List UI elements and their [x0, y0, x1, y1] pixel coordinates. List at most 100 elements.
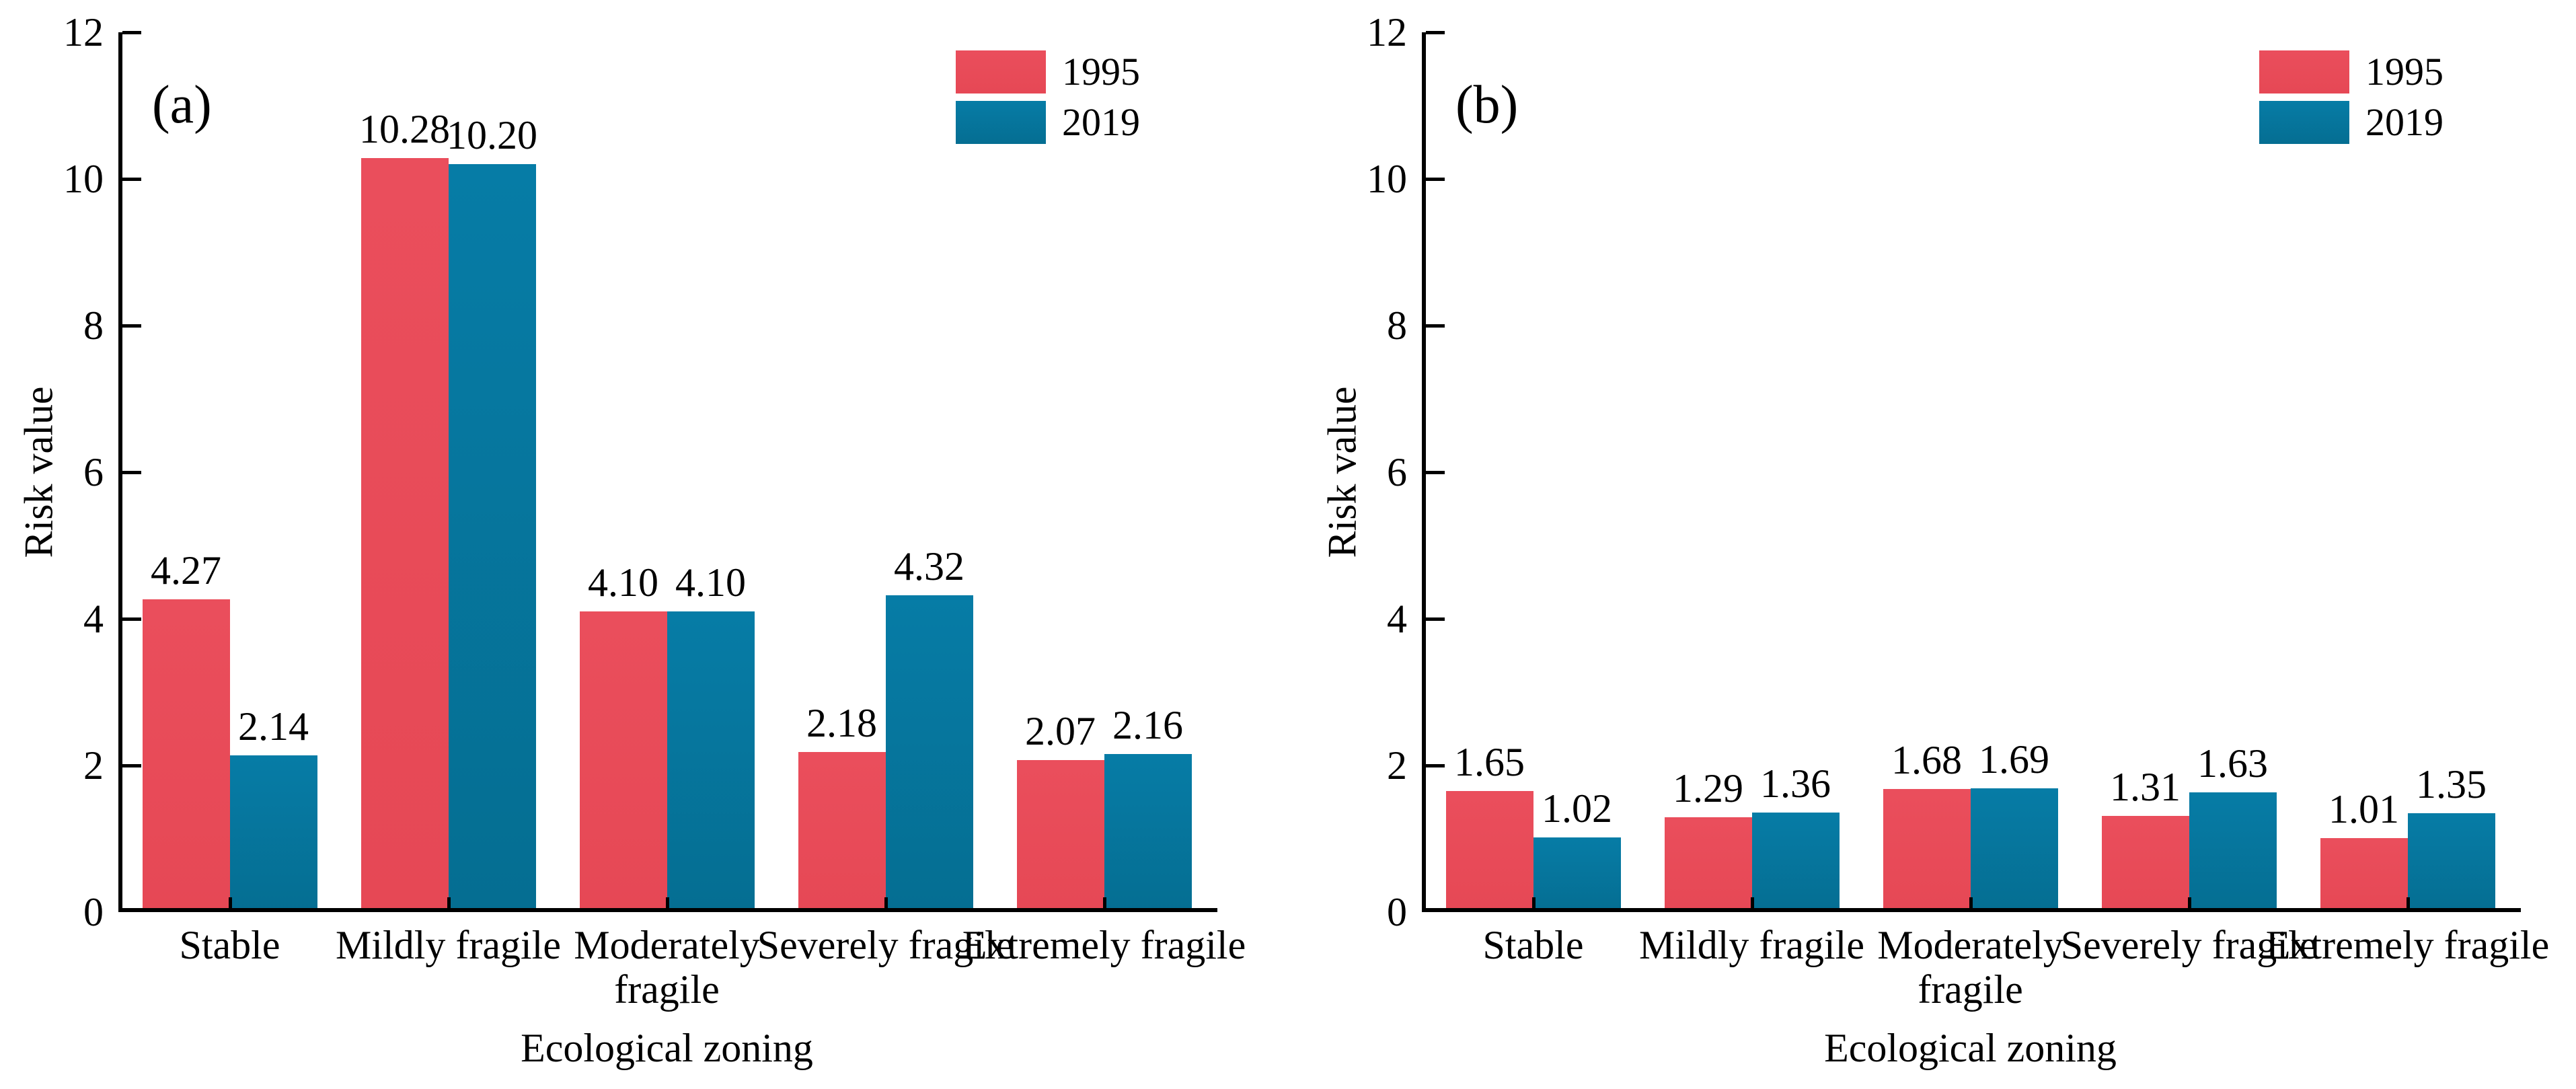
- legend-swatch-2019: [2259, 101, 2349, 144]
- panel-a: (a) Risk value Ecological zoning 1995 20…: [17, 10, 1246, 1070]
- bar-value-label-2019-2: 1.69: [1979, 737, 2049, 782]
- bar-value-label-1995-2: 1.68: [1891, 737, 1962, 782]
- y-tick-label-12: 12: [1367, 10, 1407, 54]
- category-label-0: Stable: [179, 923, 280, 967]
- bar-value-label-2019-4: 1.35: [2416, 761, 2487, 806]
- bar-1995-0: [142, 599, 230, 912]
- y-axis-line: [1422, 32, 1426, 912]
- bar-value-label-1995-3: 2.18: [806, 701, 877, 746]
- bar-1995-0: [1445, 791, 1533, 912]
- bar-2019-4: [2407, 813, 2495, 912]
- bar-2019-3: [885, 595, 973, 912]
- y-tick-10: [1426, 178, 1445, 181]
- x-tick-2: [665, 897, 669, 908]
- x-tick-3: [2187, 897, 2191, 908]
- bar-1995-1: [1664, 817, 1752, 912]
- y-axis-line: [118, 32, 122, 912]
- bar-value-label-1995-0: 4.27: [151, 548, 221, 593]
- bar-1995-4: [2320, 837, 2408, 912]
- bar-value-label-2019-3: 1.63: [2197, 741, 2268, 786]
- category-label-3: Severely fragile: [757, 923, 1014, 967]
- panel-b: (b) Risk value Ecological zoning 1995 20…: [1303, 0, 2576, 1089]
- y-tick-label-0: 0: [83, 890, 104, 934]
- bar-value-label-1995-3: 1.31: [2110, 765, 2181, 810]
- legend-item-1995: 1995: [956, 50, 1140, 93]
- bar-value-label-2019-2: 4.10: [675, 560, 746, 605]
- bar-value-label-1995-4: 1.01: [2328, 786, 2399, 831]
- legend-swatch-1995: [956, 50, 1046, 93]
- y-tick-6: [1426, 471, 1445, 474]
- y-tick-label-0: 0: [1387, 890, 1407, 934]
- bar-2019-2: [1970, 788, 2058, 912]
- legend-label-2019: 2019: [1062, 100, 1140, 144]
- legend-label-1995: 1995: [1062, 50, 1140, 93]
- bar-2019-1: [448, 164, 536, 912]
- bar-1995-2: [579, 611, 667, 912]
- category-label-4: Extremely fragile: [962, 923, 1246, 967]
- legend-swatch-2019: [956, 101, 1046, 144]
- y-tick-label-10: 10: [63, 157, 104, 201]
- x-axis-title: Ecological zoning: [521, 1026, 813, 1070]
- bar-value-label-1995-1: 10.28: [359, 107, 450, 152]
- y-tick-label-4: 4: [83, 597, 104, 641]
- category-label-0: Stable: [1482, 923, 1584, 967]
- y-tick-label-2: 2: [83, 743, 104, 788]
- x-tick-3: [884, 897, 888, 908]
- category-label-4: Extremely fragile: [2265, 923, 2550, 967]
- y-tick-6: [122, 471, 141, 474]
- x-axis-line: [118, 908, 1217, 912]
- x-axis-title: Ecological zoning: [1824, 1026, 2117, 1070]
- bar-value-label-2019-0: 1.02: [1542, 786, 1612, 831]
- bar-2019-0: [229, 755, 317, 912]
- category-label-3: Severely fragile: [2060, 923, 2318, 967]
- bar-value-label-1995-1: 1.29: [1673, 766, 1743, 811]
- x-tick-1: [447, 897, 451, 908]
- y-tick-label-12: 12: [63, 10, 104, 54]
- bar-1995-3: [798, 752, 886, 912]
- y-tick-label-2: 2: [1387, 743, 1407, 788]
- y-tick-4: [1426, 617, 1445, 621]
- y-tick-8: [1426, 324, 1445, 328]
- y-tick-4: [122, 617, 141, 621]
- legend-item-2019: 2019: [2259, 101, 2444, 144]
- bar-2019-2: [667, 611, 755, 912]
- x-tick-0: [1531, 897, 1536, 908]
- y-tick-12: [1426, 31, 1445, 34]
- bar-2019-4: [1104, 753, 1192, 912]
- y-tick-label-6: 6: [1387, 450, 1407, 494]
- y-tick-label-4: 4: [1387, 597, 1407, 641]
- bar-1995-4: [1016, 760, 1104, 912]
- bar-1995-3: [2101, 816, 2189, 912]
- legend-label-2019: 2019: [2365, 100, 2444, 144]
- category-label-2: Moderately fragile: [1877, 923, 2063, 1012]
- legend-item-2019: 2019: [956, 101, 1140, 144]
- legend: 1995 2019: [956, 50, 1140, 151]
- bar-value-label-2019-0: 2.14: [238, 704, 309, 749]
- x-axis-line: [1422, 908, 2521, 912]
- x-tick-1: [1750, 897, 1754, 908]
- y-tick-12: [122, 31, 141, 34]
- x-tick-0: [228, 897, 232, 908]
- legend-label-1995: 1995: [2365, 50, 2444, 93]
- category-label-1: Mildly fragile: [1639, 923, 1864, 967]
- bar-2019-0: [1533, 837, 1621, 912]
- bar-1995-2: [1883, 788, 1971, 912]
- y-tick-label-8: 8: [83, 303, 104, 348]
- category-label-1: Mildly fragile: [336, 923, 561, 967]
- bar-value-label-1995-2: 4.10: [588, 560, 658, 605]
- bar-value-label-2019-1: 10.20: [447, 113, 537, 158]
- bar-value-label-2019-4: 2.16: [1112, 702, 1183, 747]
- bar-value-label-2019-1: 1.36: [1760, 761, 1831, 806]
- category-label-2: Moderately fragile: [574, 923, 760, 1012]
- panel-a-letter: (a): [152, 75, 212, 135]
- legend-item-1995: 1995: [2259, 50, 2444, 93]
- y-tick-10: [122, 178, 141, 181]
- bar-value-label-1995-0: 1.65: [1454, 740, 1525, 785]
- bar-value-label-1995-4: 2.07: [1025, 709, 1096, 754]
- y-tick-label-6: 6: [83, 450, 104, 494]
- bar-value-label-2019-3: 4.32: [894, 544, 964, 589]
- y-tick-2: [1426, 764, 1445, 767]
- y-tick-label-8: 8: [1387, 303, 1407, 348]
- y-tick-label-10: 10: [1367, 157, 1407, 201]
